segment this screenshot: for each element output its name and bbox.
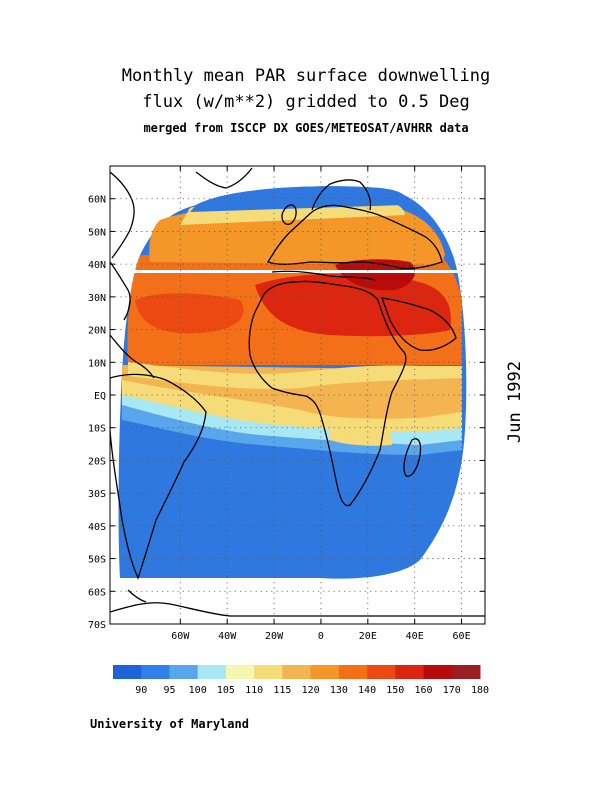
lon-tick-label: 40W <box>218 631 237 642</box>
colorbar-swatch <box>254 665 283 679</box>
colorbar-label: 90 <box>135 685 147 696</box>
coast-europe <box>267 204 443 270</box>
coastlines <box>110 167 485 617</box>
credit-text: University of Maryland <box>90 717 249 731</box>
colorbar-label: 105 <box>217 685 235 696</box>
colorbar-swatch <box>141 665 170 679</box>
coast-antarctica <box>110 602 485 617</box>
lon-tick-label: 40E <box>406 631 424 642</box>
coast-tierra-del-fuego <box>127 589 147 603</box>
graticule <box>110 166 485 624</box>
colorbar-label: 130 <box>330 685 348 696</box>
colorbar-label: 170 <box>443 685 461 696</box>
lon-tick-label: 20E <box>359 631 377 642</box>
colorbar-label: 120 <box>302 685 320 696</box>
coast-scandinavia <box>311 179 372 211</box>
colorbar-label: 180 <box>471 685 489 696</box>
lat-tick-label: 50N <box>88 227 106 238</box>
colorbar-label: 110 <box>245 685 263 696</box>
lat-tick-label: 30S <box>88 489 106 500</box>
coast-africa <box>248 280 407 507</box>
title-line-2: flux (w/m**2) gridded to 0.5 Deg <box>142 92 470 112</box>
date-label: Jun 1992 <box>505 361 525 443</box>
flux-field <box>118 186 468 579</box>
lat-tick-label: 10S <box>88 424 106 435</box>
colorbar-swatch <box>282 665 312 679</box>
coast-arabia <box>381 297 457 351</box>
lat-tick-label: 20S <box>88 456 106 467</box>
lat-tick-label: 70S <box>88 620 106 631</box>
lon-tick-label: 60E <box>453 631 471 642</box>
map-frame <box>109 165 486 625</box>
colorbar-swatch <box>451 665 481 679</box>
title-line-3: merged from ISCCP DX GOES/METEOSAT/AVHRR… <box>143 121 469 135</box>
title-line-1: Monthly mean PAR surface downwelling <box>121 66 491 86</box>
colorbar-label: 150 <box>386 685 404 696</box>
field-atlantic-red <box>135 293 244 334</box>
field-north-blue <box>190 186 407 212</box>
coast-greenland <box>195 167 253 189</box>
colorbar-label: 95 <box>163 685 175 696</box>
colorbar-swatch <box>113 665 142 679</box>
colorbar-swatch <box>169 665 199 679</box>
colorbar-swatch <box>225 665 255 679</box>
lon-tick-label: 20W <box>265 631 284 642</box>
colorbar-swatch <box>338 665 368 679</box>
lat-tick-label: 20N <box>88 326 106 337</box>
colorbar-label: 160 <box>415 685 433 696</box>
coast-north-america-2 <box>110 261 131 321</box>
lat-tick-label: 40N <box>88 260 106 271</box>
colorbar-swatch <box>367 665 396 679</box>
lat-tick-label: 30N <box>88 293 106 304</box>
coast-madagascar <box>403 438 422 477</box>
coast-british-isles <box>281 204 297 225</box>
lat-tick-label: 40S <box>88 522 106 533</box>
lat-tick-label: 50S <box>88 555 106 566</box>
colorbar-label: 115 <box>273 685 291 696</box>
colorbar-swatch <box>197 665 227 679</box>
colorbar-swatch <box>395 665 425 679</box>
lat-tick-label: 10N <box>88 358 106 369</box>
colorbar-swatch <box>310 665 340 679</box>
coast-mediterranean <box>271 270 376 281</box>
colorbar-label: 100 <box>189 685 207 696</box>
colorbar-label: 140 <box>358 685 376 696</box>
lat-tick-label: 60S <box>88 587 106 598</box>
lat-tick-label: 60N <box>88 195 106 206</box>
field-itcz-yellow <box>128 362 462 389</box>
coast-north-america <box>110 171 135 259</box>
colorbar: 90 95 100 105 110 115 120 130 140 150 160 170 180 <box>113 665 489 696</box>
axes: 60N 50N 40N 30N 20N 10N EQ 10S 20S 30S 40S 50S 60S 70… <box>88 166 485 642</box>
lat-tick-label: EQ <box>94 391 106 402</box>
coast-south-america <box>110 373 207 580</box>
field-south-yellow <box>330 426 392 446</box>
colorbar-swatch <box>423 665 453 679</box>
lon-tick-label: 0 <box>318 631 324 642</box>
field-sahara-red <box>255 273 451 337</box>
lon-tick-label: 60W <box>171 631 190 642</box>
